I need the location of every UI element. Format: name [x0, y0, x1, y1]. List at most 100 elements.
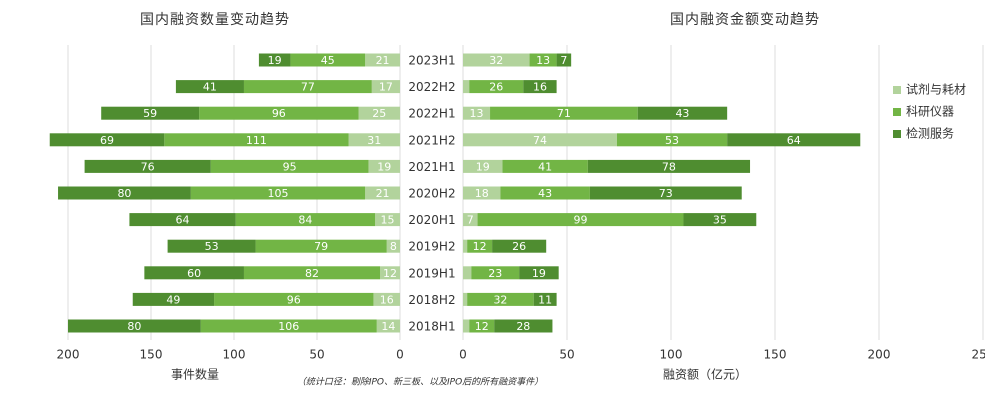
bar-segment: [467, 239, 493, 253]
bar-segment: [463, 292, 468, 306]
data-label: 64: [787, 134, 801, 147]
x-tick-label: 0: [396, 348, 404, 362]
bar-segment: [101, 106, 200, 120]
x-axis-label: 事件数量: [171, 367, 219, 382]
bar-segment: [477, 213, 684, 227]
data-label: 32: [489, 54, 503, 67]
data-label: 21: [376, 187, 390, 200]
data-label: 84: [298, 214, 312, 227]
bar-segment: [529, 53, 557, 67]
data-label: 16: [380, 293, 394, 306]
data-label: 13: [536, 54, 550, 67]
data-label: 80: [127, 320, 141, 333]
data-label: 43: [675, 107, 689, 120]
bar-segment: [255, 239, 387, 253]
bar-segment: [243, 266, 381, 280]
category-label: 2018H1: [408, 320, 455, 334]
bar-segment: [463, 266, 472, 280]
bar-segment: [376, 319, 400, 333]
bar-segment: [463, 186, 501, 200]
bar-segment: [683, 213, 757, 227]
bar-segment: [290, 53, 366, 67]
data-label: 7: [560, 54, 567, 67]
bar-segment: [502, 159, 588, 173]
bar-segment: [556, 53, 572, 67]
data-label: 16: [533, 81, 547, 94]
bar-segment: [616, 133, 728, 147]
x-tick-label: 250: [972, 348, 985, 362]
bar-segment: [190, 186, 366, 200]
bar-segment: [587, 159, 751, 173]
bar-segment: [467, 292, 534, 306]
data-label: 19: [268, 54, 282, 67]
bar-segment: [375, 213, 400, 227]
data-label: 82: [305, 267, 319, 280]
bar-segment: [494, 319, 553, 333]
data-label: 76: [141, 160, 155, 173]
bar-segment: [463, 53, 530, 67]
data-label: 31: [367, 134, 381, 147]
bar-segment: [214, 292, 374, 306]
data-label: 96: [272, 107, 286, 120]
category-label: 2020H1: [408, 213, 455, 227]
data-label: 26: [512, 240, 526, 253]
bar-segment: [469, 80, 524, 94]
data-label: 21: [376, 54, 390, 67]
data-label: 80: [117, 187, 131, 200]
x-tick-label: 200: [868, 348, 891, 362]
legend-label: 科研仪器: [906, 105, 954, 119]
x-tick-label: 200: [57, 348, 80, 362]
data-label: 23: [488, 267, 502, 280]
bar-segment: [365, 186, 400, 200]
category-label: 2021H1: [408, 160, 455, 174]
bar-segment: [348, 133, 400, 147]
data-label: 35: [713, 214, 727, 227]
bar-segment: [500, 186, 590, 200]
legend-label: 检测服务: [906, 126, 954, 141]
bar-segment: [58, 186, 191, 200]
data-label: 60: [187, 267, 201, 280]
bar-segment: [523, 80, 557, 94]
bar-segment: [210, 159, 369, 173]
data-label: 11: [538, 293, 552, 306]
x-tick-label: 100: [223, 348, 246, 362]
data-label: 105: [267, 187, 288, 200]
data-label: 53: [665, 134, 679, 147]
data-label: 17: [379, 81, 393, 94]
bar-segment: [164, 133, 349, 147]
bar-segment: [463, 319, 470, 333]
x-tick-label: 50: [309, 348, 324, 362]
data-label: 96: [287, 293, 301, 306]
category-label: 2023H1: [408, 54, 455, 68]
data-label: 19: [532, 267, 546, 280]
chart-title: 国内融资数量变动趋势: [140, 12, 290, 28]
x-tick-label: 0: [459, 348, 467, 362]
category-label: 2019H2: [408, 240, 455, 254]
data-label: 13: [470, 107, 484, 120]
bar-segment: [243, 80, 372, 94]
bar-segment: [200, 319, 377, 333]
data-label: 49: [166, 293, 180, 306]
bar-segment: [469, 319, 495, 333]
x-tick-label: 50: [559, 348, 574, 362]
data-label: 64: [176, 214, 190, 227]
bar-segment: [463, 213, 478, 227]
bar-segment: [129, 213, 236, 227]
data-label: 25: [372, 107, 386, 120]
data-label: 59: [143, 107, 157, 120]
category-label: 2019H1: [408, 266, 455, 280]
legend-label: 试剂与耗材: [906, 82, 966, 97]
bar-segment: [258, 53, 291, 67]
bar-segment: [358, 106, 400, 120]
data-label: 15: [381, 214, 395, 227]
data-label: 41: [203, 81, 217, 94]
bar-segment: [463, 106, 491, 120]
bar-segment: [463, 159, 503, 173]
x-tick-label: 150: [764, 348, 787, 362]
data-label: 71: [557, 107, 571, 120]
data-label: 19: [476, 160, 490, 173]
bar-segment: [471, 266, 520, 280]
bar-segment: [371, 80, 400, 94]
bar-segment: [519, 266, 559, 280]
data-label: 79: [314, 240, 328, 253]
